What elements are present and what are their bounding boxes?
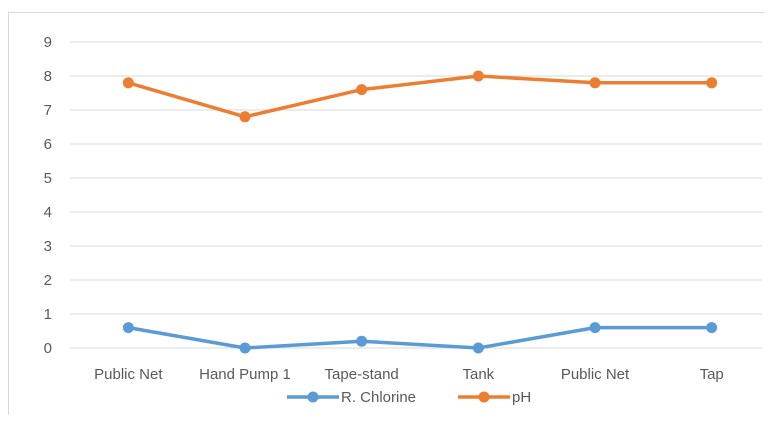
legend-item: pH (458, 389, 531, 406)
legend-marker (478, 391, 490, 403)
series-1 (122, 70, 718, 123)
x-tick-label: Tape-stand (325, 366, 399, 383)
data-point (356, 84, 368, 96)
x-tick-label: Tap (700, 366, 724, 383)
y-axis-ticks: 0 1 2 3 4 5 6 7 8 9 (44, 34, 52, 357)
legend-item: R. Chlorine (287, 389, 416, 406)
y-tick-label: 7 (44, 102, 52, 119)
x-axis-ticks: Public Net Hand Pump 1 Tape-stand Tank Publi… (94, 366, 724, 383)
legend-label: pH (512, 389, 531, 406)
y-tick-label: 0 (44, 340, 52, 357)
y-tick-label: 9 (44, 34, 52, 51)
y-tick-label: 3 (44, 238, 52, 255)
data-point (472, 342, 484, 354)
data-point (122, 77, 134, 89)
data-point (239, 342, 251, 354)
series-line (126, 74, 714, 119)
series-0 (122, 322, 718, 354)
y-tick-label: 5 (44, 170, 52, 187)
series-line (126, 325, 714, 350)
data-point (239, 111, 251, 123)
y-tick-label: 6 (44, 136, 52, 153)
series-layer (122, 70, 718, 354)
data-point (589, 77, 601, 89)
y-tick-label: 4 (44, 204, 52, 221)
data-point (589, 322, 601, 334)
legend-label: R. Chlorine (341, 389, 416, 406)
data-point (472, 70, 484, 82)
gridlines (70, 41, 762, 349)
y-tick-label: 1 (44, 306, 52, 323)
x-tick-label: Public Net (561, 366, 630, 383)
y-tick-label: 2 (44, 272, 52, 289)
legend: R. Chlorine pH (287, 389, 531, 406)
data-point (122, 322, 134, 334)
chart-frame (8, 12, 764, 415)
x-tick-label: Tank (462, 366, 494, 383)
legend-marker (307, 391, 319, 403)
x-tick-label: Hand Pump 1 (199, 366, 291, 383)
data-point (356, 335, 368, 347)
data-point (706, 322, 718, 334)
x-tick-label: Public Net (94, 366, 163, 383)
y-tick-label: 8 (44, 68, 52, 85)
data-point (706, 77, 718, 89)
